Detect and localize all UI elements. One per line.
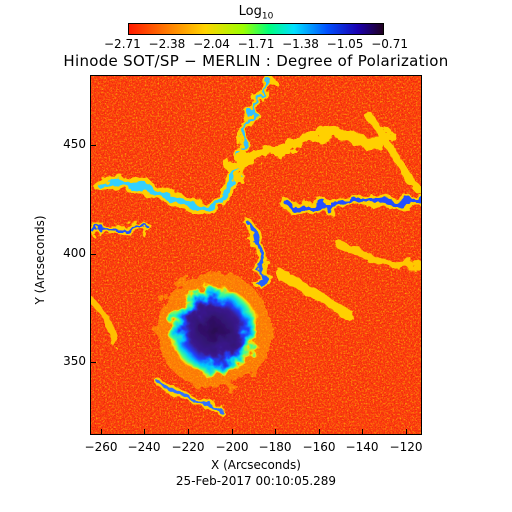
observation-timestamp: 25-Feb-2017 00:10:05.289 (175, 474, 337, 488)
network-lane (365, 111, 419, 190)
network-lane (159, 382, 222, 411)
colorbar-ticks: −2.71 −2.38 −2.04 −1.71 −1.38 −1.05 −0.7… (104, 37, 408, 51)
x-tick-mark (275, 429, 276, 435)
network-lane (91, 296, 119, 348)
colorbar-tick: −2.04 (193, 37, 230, 51)
x-tick-mark (232, 429, 233, 435)
y-axis-label: Y (Arcseconds) (33, 215, 47, 305)
sunspot-penumbra (168, 284, 260, 377)
colorbar-title: Log10 (238, 4, 274, 22)
colorbar-tick: −1.05 (326, 37, 364, 51)
y-tick-label: 450 (63, 137, 86, 151)
network-lane (274, 269, 355, 320)
colorbar (128, 23, 384, 35)
image-title: Hinode SOT/SP − MERLIN : Degree of Polar… (63, 52, 449, 70)
x-tick-label: −240 (127, 440, 161, 454)
x-tick-label: −120 (389, 440, 423, 454)
y-tick-mark (90, 254, 96, 255)
network-lane (91, 223, 148, 232)
network-lane (238, 78, 272, 148)
x-tick-label: −160 (302, 440, 336, 454)
sunspot (156, 272, 272, 389)
network-lane (335, 241, 421, 270)
colorbar-tick: −2.71 (104, 37, 141, 51)
network-lane (97, 152, 244, 211)
network-lanes (91, 76, 421, 414)
x-tick-mark (101, 429, 102, 435)
y-tick-label: 400 (63, 246, 86, 260)
network-lane (224, 127, 396, 172)
colorbar-tick: −2.38 (148, 37, 186, 51)
colorbar-tick: −0.71 (371, 37, 408, 51)
network-lane (286, 192, 421, 212)
y-tick-mark (90, 145, 96, 146)
colorbar-tick: −1.38 (282, 37, 319, 51)
x-tick-label: −140 (345, 440, 379, 454)
y-tick-label: 350 (63, 354, 86, 368)
polarization-map-image (91, 76, 421, 434)
x-tick-mark (406, 429, 407, 435)
x-tick-label: −180 (258, 440, 292, 454)
x-tick-label: −260 (84, 440, 118, 454)
x-axis-label: X (Arcseconds) (211, 458, 301, 472)
x-tick-label: −220 (171, 440, 205, 454)
x-tick-mark (319, 429, 320, 435)
network-lane (248, 223, 264, 287)
y-tick-mark (90, 362, 96, 363)
x-tick-mark (188, 429, 189, 435)
colorbar-tick: −1.71 (237, 37, 275, 51)
x-tick-label: −200 (215, 440, 249, 454)
x-tick-mark (362, 429, 363, 435)
polarization-map (90, 75, 422, 435)
x-tick-mark (144, 429, 145, 435)
